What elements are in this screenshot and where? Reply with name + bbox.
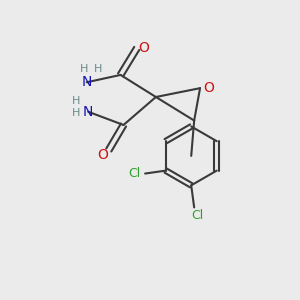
Text: N: N (82, 75, 92, 89)
Text: H: H (72, 95, 80, 106)
Text: O: O (139, 41, 149, 55)
Text: Cl: Cl (191, 209, 203, 222)
Text: H: H (94, 64, 102, 74)
Text: O: O (98, 148, 108, 162)
Text: Cl: Cl (128, 167, 140, 180)
Text: H: H (80, 64, 88, 74)
Text: N: N (83, 105, 93, 119)
Text: O: O (203, 81, 214, 94)
Text: H: H (72, 108, 80, 118)
